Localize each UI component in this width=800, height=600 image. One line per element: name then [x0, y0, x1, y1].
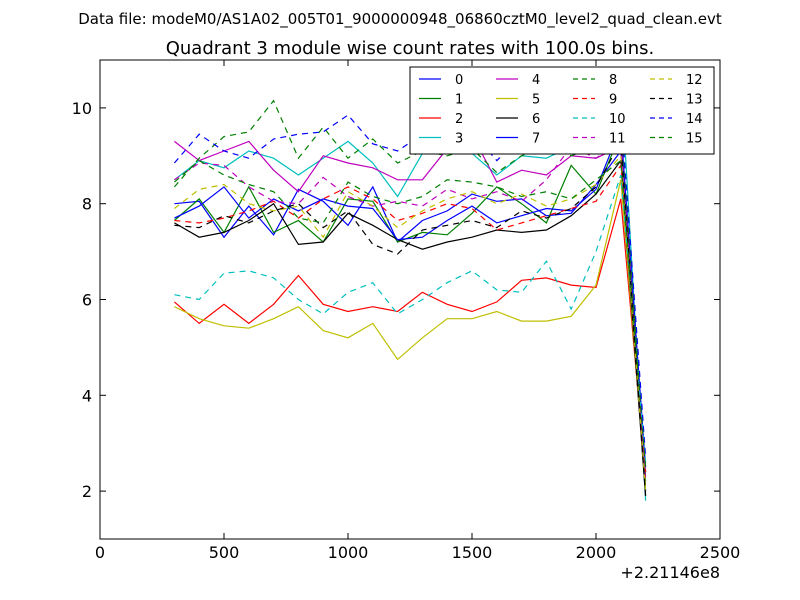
chart-title: Quadrant 3 module wise count rates with …	[166, 38, 655, 59]
legend-label-4: 4	[532, 73, 540, 88]
y-tick-label: 2	[82, 482, 92, 501]
legend-label-10: 10	[609, 112, 626, 127]
legend-label-11: 11	[609, 132, 626, 147]
legend-label-12: 12	[686, 73, 703, 88]
legend-label-3: 3	[455, 132, 463, 147]
series-line-9	[174, 163, 647, 472]
x-tick-label: 500	[209, 543, 240, 562]
series-line-12	[174, 154, 647, 492]
x-tick-label: 2000	[576, 543, 617, 562]
series-line-0	[174, 149, 647, 492]
series-line-2	[174, 198, 647, 477]
x-tick-label: 1000	[328, 543, 369, 562]
series-line-4	[174, 133, 647, 472]
series-line-10	[174, 174, 647, 463]
legend-label-6: 6	[532, 112, 540, 127]
legend-label-13: 13	[686, 93, 703, 108]
legend-label-7: 7	[532, 132, 540, 147]
series-line-8	[173, 99, 647, 477]
x-offset-label: +2.21146e8	[620, 563, 720, 582]
legend-label-5: 5	[532, 93, 540, 108]
series-line-1	[174, 131, 647, 482]
series-line-13	[174, 139, 647, 496]
x-tick-label: 1500	[452, 543, 493, 562]
data-file-header: Data file: modeM0/AS1A02_005T01_90000009…	[78, 10, 722, 29]
series-line-15	[174, 159, 647, 468]
y-tick-label: 8	[82, 195, 92, 214]
x-tick-label: 0	[95, 543, 105, 562]
legend-label-15: 15	[686, 132, 703, 147]
legend-label-8: 8	[609, 73, 617, 88]
legend-label-0: 0	[455, 73, 463, 88]
legend-box	[409, 66, 715, 155]
series-line-6	[174, 158, 647, 496]
series-line-7	[174, 126, 647, 468]
y-tick-label: 10	[72, 99, 92, 118]
series-line-5	[174, 179, 647, 487]
legend-label-14: 14	[686, 112, 703, 127]
legend-label-2: 2	[455, 112, 463, 127]
legend-label-9: 9	[609, 93, 617, 108]
x-tick-label: 2500	[700, 543, 741, 562]
legend-label-1: 1	[455, 93, 463, 108]
y-tick-label: 6	[82, 291, 92, 310]
y-tick-label: 4	[82, 386, 92, 405]
